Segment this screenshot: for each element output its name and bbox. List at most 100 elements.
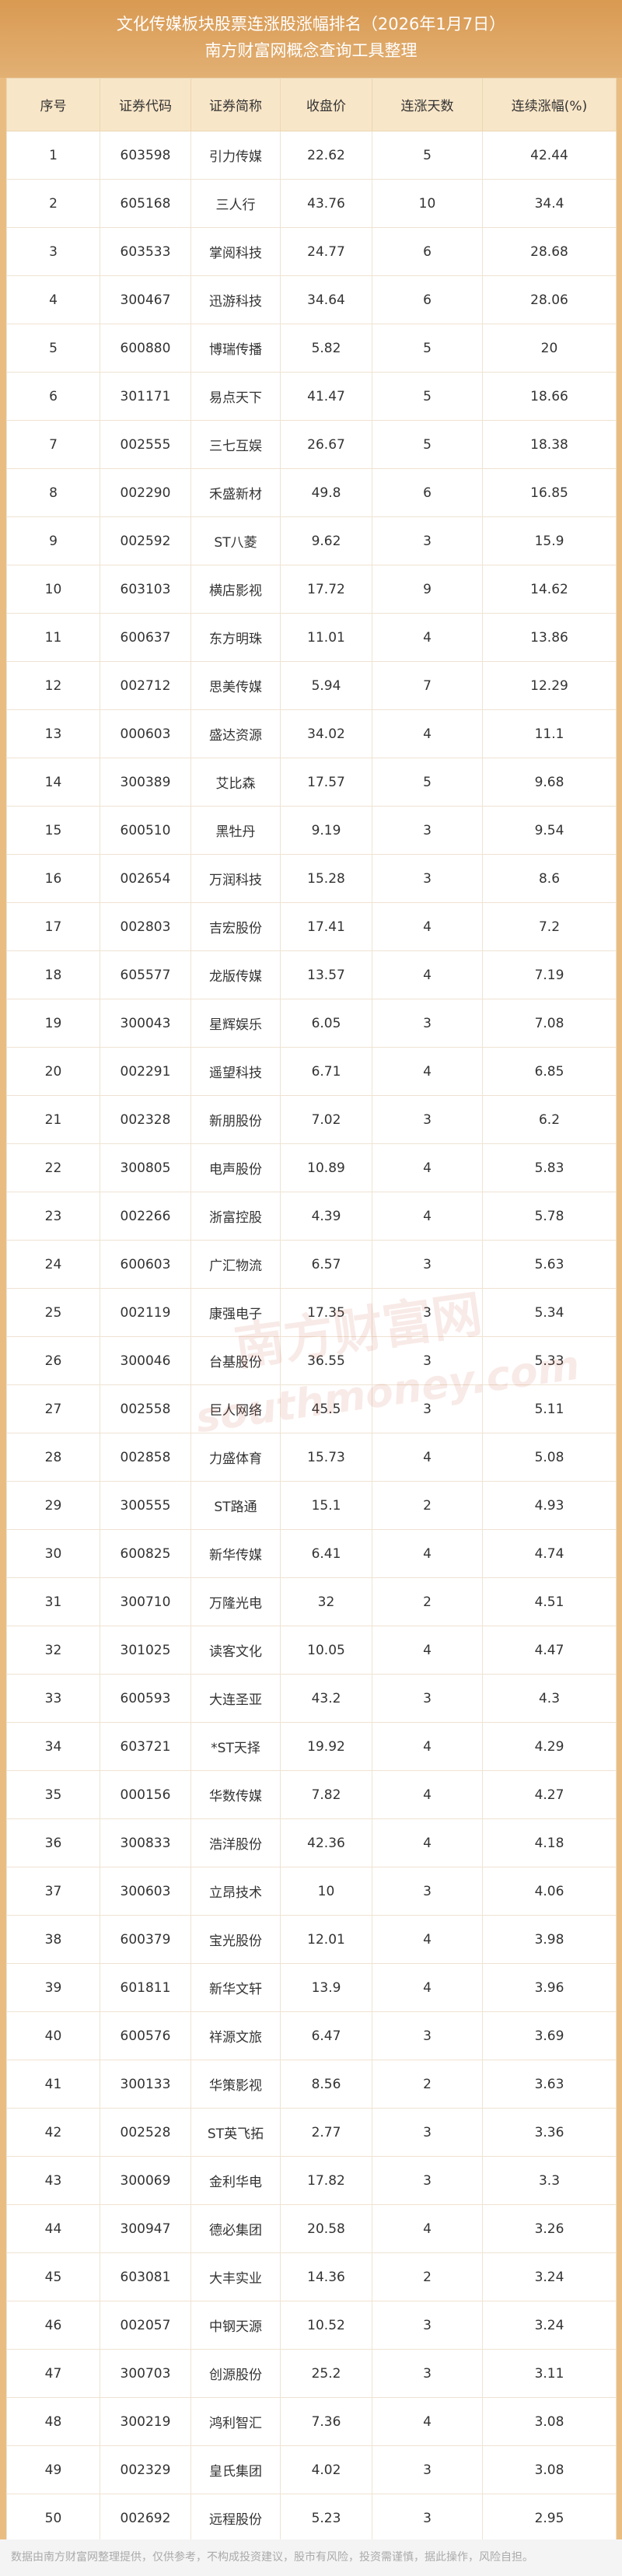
table-cell: 5.63 [482,1240,617,1289]
table-row: 47 300703 创源股份 25.2 3 3.11 [6,2349,617,2398]
table-row: 11 600637 东方明珠 11.01 4 13.86 [6,613,617,662]
table-cell: 300833 [100,1818,191,1867]
table-cell: 6.2 [482,1095,617,1144]
table-cell: 4 [372,1047,483,1096]
table-cell: 3 [372,1095,483,1144]
table-row: 24 600603 广汇物流 6.57 3 5.63 [6,1240,617,1289]
table-cell: 13.9 [280,1963,372,2012]
table-cell: 24 [6,1240,100,1289]
table-cell: 002266 [100,1192,191,1241]
table-cell: 皇氏集团 [190,2445,281,2494]
column-header: 序号 [6,78,100,131]
table-cell: 4 [372,2204,483,2253]
table-cell: 3 [372,2108,483,2157]
table-row: 31 300710 万隆光电 32 2 4.51 [6,1577,617,1626]
table-cell: 23 [6,1192,100,1241]
table-row: 15 600510 黑牡丹 9.19 3 9.54 [6,806,617,855]
table-cell: 600576 [100,2011,191,2060]
table-cell: 博瑞传播 [190,324,281,373]
table-cell: 4 [372,1722,483,1771]
table-cell: 思美传媒 [190,661,281,710]
table-cell: 002712 [100,661,191,710]
table-cell: 4.27 [482,1770,617,1819]
table-cell: 46 [6,2301,100,2350]
table-cell: 2 [6,179,100,228]
table-cell: 13 [6,709,100,758]
table-cell: 华数传媒 [190,1770,281,1819]
table-cell: 11 [6,613,100,662]
table-row: 41 300133 华策影视 8.56 2 3.63 [6,2060,617,2109]
table-cell: 39 [6,1963,100,2012]
table-cell: 002328 [100,1095,191,1144]
table-cell: 002858 [100,1433,191,1482]
table-cell: 4.3 [482,1674,617,1723]
table-row: 26 300046 台基股份 36.55 3 5.33 [6,1336,617,1385]
table-cell: 宝光股份 [190,1915,281,1964]
table-row: 32 301025 读客文化 10.05 4 4.47 [6,1626,617,1675]
table-row: 7 002555 三七互娱 26.67 5 18.38 [6,420,617,469]
table-cell: 创源股份 [190,2349,281,2398]
table-cell: 603103 [100,565,191,614]
table-cell: 600379 [100,1915,191,1964]
table-cell: 10 [6,565,100,614]
table-cell: 2 [372,2060,483,2109]
table-cell: 25.2 [280,2349,372,2398]
table-cell: 新朋股份 [190,1095,281,1144]
table-cell: 20.58 [280,2204,372,2253]
table-cell: 49 [6,2445,100,2494]
table-cell: 5.33 [482,1336,617,1385]
table-cell: 3 [372,2011,483,2060]
header-row: 序号 证券代码 证券简称 收盘价 连涨天数 连续涨幅(%) [6,78,617,131]
table-cell: 3.63 [482,2060,617,2109]
table-cell: 4.39 [280,1192,372,1241]
table-cell: 5.34 [482,1288,617,1337]
table-cell: 31 [6,1577,100,1626]
table-cell: 2.77 [280,2108,372,2157]
table-cell: 1 [6,131,100,180]
table-cell: 6.57 [280,1240,372,1289]
table-cell: 9 [372,565,483,614]
table-row: 8 002290 禾盛新材 49.8 6 16.85 [6,468,617,517]
table-cell: 35 [6,1770,100,1819]
table-cell: 三七互娱 [190,420,281,469]
table-cell: 600637 [100,613,191,662]
table-cell: 14.36 [280,2252,372,2301]
table-row: 44 300947 德必集团 20.58 4 3.26 [6,2204,617,2253]
table-row: 30 600825 新华传媒 6.41 4 4.74 [6,1529,617,1578]
table-row: 45 603081 大丰实业 14.36 2 3.24 [6,2252,617,2301]
table-cell: 3.24 [482,2301,617,2350]
table-cell: 13.57 [280,950,372,999]
table-cell: 金利华电 [190,2156,281,2205]
table-cell: 4.51 [482,1577,617,1626]
table-cell: 3.36 [482,2108,617,2157]
table-cell: 迅游科技 [190,275,281,324]
table-cell: 2 [372,1577,483,1626]
table-cell: 9.19 [280,806,372,855]
table-cell: 易点天下 [190,372,281,421]
table-cell: 603533 [100,227,191,276]
table-cell: *ST天择 [190,1722,281,1771]
table-cell: 4 [372,902,483,951]
table-cell: 3.08 [482,2397,617,2446]
table-row: 16 002654 万润科技 15.28 3 8.6 [6,854,617,903]
table-cell: 002654 [100,854,191,903]
table-cell: 5.82 [280,324,372,373]
table-cell: 28.06 [482,275,617,324]
table-cell: 605577 [100,950,191,999]
table-row: 28 002858 力盛体育 15.73 4 5.08 [6,1433,617,1482]
table-cell: 20 [6,1047,100,1096]
table-cell: 星辉娱乐 [190,999,281,1048]
table-cell: 43.2 [280,1674,372,1723]
table-cell: 遥望科技 [190,1047,281,1096]
table-cell: 002803 [100,902,191,951]
table-cell: 34 [6,1722,100,1771]
table-cell: 34.64 [280,275,372,324]
table-cell: 300603 [100,1867,191,1916]
table-cell: 鸿利智汇 [190,2397,281,2446]
table-cell: 祥源文旅 [190,2011,281,2060]
table-row: 5 600880 博瑞传播 5.82 5 20 [6,324,617,373]
table-cell: 3.96 [482,1963,617,2012]
table-cell: ST八菱 [190,516,281,565]
table-cell: 8.56 [280,2060,372,2109]
